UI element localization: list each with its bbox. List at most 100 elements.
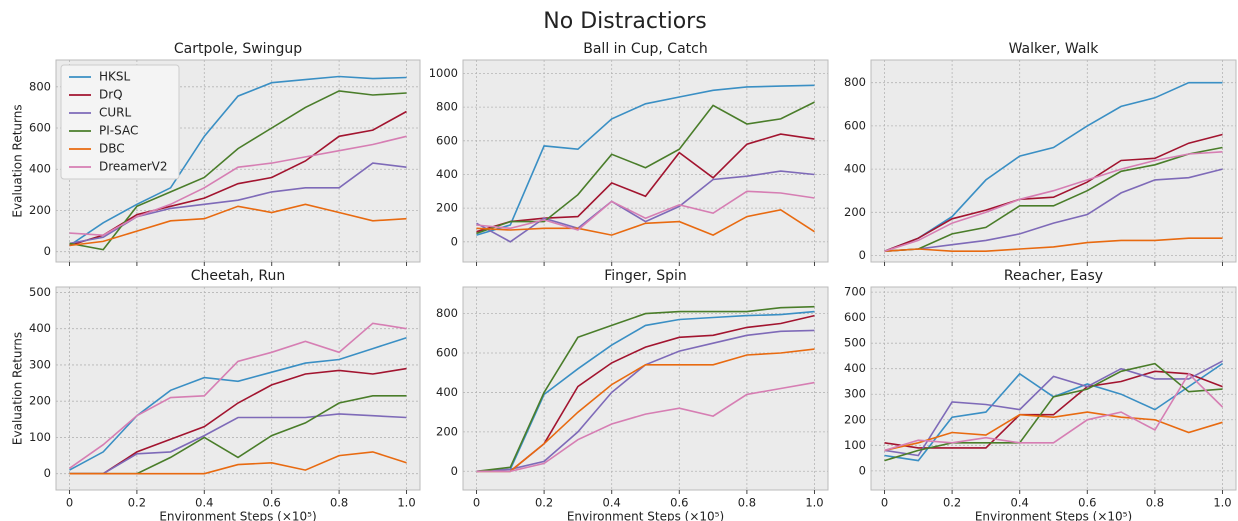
x-tick-label: 1.0 [1213, 496, 1231, 510]
x-tick-label: 0.2 [128, 496, 146, 510]
series-line [69, 322, 407, 469]
plot-area [462, 59, 829, 263]
figure-title: No Distractiors [543, 9, 706, 34]
series-line [884, 372, 1224, 452]
legend-label: HKSL [99, 70, 131, 84]
x-tick-label: 0.2 [943, 496, 961, 510]
y-tick-label: 200 [436, 201, 458, 215]
y-axis-label: Evaluation Returns [11, 104, 25, 217]
y-tick-label: 500 [844, 336, 866, 350]
y-tick-label: 1000 [429, 66, 458, 80]
plot-area [870, 286, 1237, 491]
series-line [476, 101, 815, 235]
legend-label: DBC [99, 142, 125, 156]
plot-area [462, 286, 829, 491]
x-tick-label: 0.8 [1146, 496, 1164, 510]
chart-title: Walker, Walk [1009, 41, 1100, 57]
series-line [884, 151, 1223, 252]
chart-title: Cartpole, Swingup [174, 41, 302, 57]
y-tick-label: 400 [844, 162, 866, 176]
series-line [69, 90, 407, 251]
y-tick-label: 100 [29, 430, 51, 444]
y-tick-label: 200 [436, 424, 458, 438]
series-line [476, 310, 815, 473]
y-tick-label: 100 [844, 438, 866, 452]
y-tick-label: 0 [44, 244, 51, 258]
y-tick-label: 0 [451, 234, 458, 248]
series-line [884, 81, 1223, 252]
y-tick-label: 500 [29, 285, 51, 299]
plot-area [870, 59, 1237, 263]
series-line [884, 362, 1223, 462]
y-tick-label: 600 [844, 118, 866, 132]
x-axis-label: Environment Steps (×10⁵) [975, 510, 1132, 521]
series-line [69, 367, 407, 475]
series-line [476, 133, 815, 233]
series-line [476, 84, 815, 236]
y-tick-label: 200 [29, 394, 51, 408]
y-axis-label: Evaluation Returns [11, 332, 25, 445]
y-tick-label: 400 [29, 321, 51, 335]
chart-title: Finger, Spin [604, 268, 687, 284]
y-tick-label: 400 [844, 361, 866, 375]
series-line [69, 337, 407, 471]
y-tick-label: 600 [436, 133, 458, 147]
series-line [884, 411, 1223, 452]
chart-title: Reacher, Easy [1004, 268, 1103, 284]
x-axis-label: Environment Steps (×10⁵) [567, 510, 724, 521]
series-line [884, 146, 1223, 252]
y-tick-label: 0 [859, 463, 866, 477]
series-line [69, 451, 407, 475]
y-tick-label: 0 [859, 248, 866, 262]
x-tick-label: 0.6 [670, 496, 688, 510]
x-tick-label: 0.2 [535, 496, 553, 510]
x-tick-label: 0.8 [738, 496, 756, 510]
legend-label: DreamerV2 [99, 160, 168, 174]
y-tick-label: 800 [436, 100, 458, 114]
x-tick-label: 0.4 [195, 496, 213, 510]
y-tick-label: 0 [451, 464, 458, 478]
chart-title: Ball in Cup, Catch [583, 41, 707, 57]
legend-box [60, 64, 180, 180]
y-tick-label: 200 [29, 203, 51, 217]
legend-label: DrQ [99, 88, 123, 102]
x-tick-label: 0.6 [1078, 496, 1096, 510]
series-line [69, 203, 407, 247]
plot-area [55, 286, 421, 491]
y-tick-label: 700 [844, 285, 866, 299]
series-line [69, 135, 407, 237]
x-tick-label: 0 [66, 496, 73, 510]
y-tick-label: 200 [844, 205, 866, 219]
y-tick-label: 600 [844, 310, 866, 324]
series-line [884, 360, 1223, 457]
x-tick-label: 0.4 [603, 496, 621, 510]
series-line [69, 413, 407, 475]
series-line [884, 237, 1223, 252]
series-line [476, 348, 815, 473]
series-line [476, 381, 815, 473]
x-tick-label: 1.0 [805, 496, 823, 510]
y-tick-label: 600 [29, 121, 51, 135]
x-tick-label: 0.8 [330, 496, 348, 510]
y-tick-label: 300 [29, 357, 51, 371]
y-tick-label: 200 [844, 412, 866, 426]
y-tick-label: 400 [29, 162, 51, 176]
y-tick-label: 600 [436, 346, 458, 360]
x-axis-label: Environment Steps (×10⁵) [159, 510, 316, 521]
x-tick-label: 1.0 [397, 496, 415, 510]
series-line [69, 75, 407, 247]
y-tick-label: 300 [844, 387, 866, 401]
x-tick-label: 0 [881, 496, 888, 510]
series-line [884, 168, 1223, 252]
series-line [884, 133, 1223, 252]
y-tick-label: 800 [29, 79, 51, 93]
series-line [476, 208, 815, 236]
legend-label: CURL [99, 106, 132, 120]
x-tick-label: 0.4 [1011, 496, 1029, 510]
legend-label: PI-SAC [99, 124, 138, 138]
chart-title: Cheetah, Run [191, 268, 286, 284]
series-line [476, 305, 815, 473]
y-tick-label: 800 [436, 306, 458, 320]
x-tick-label: 0.6 [263, 496, 281, 510]
